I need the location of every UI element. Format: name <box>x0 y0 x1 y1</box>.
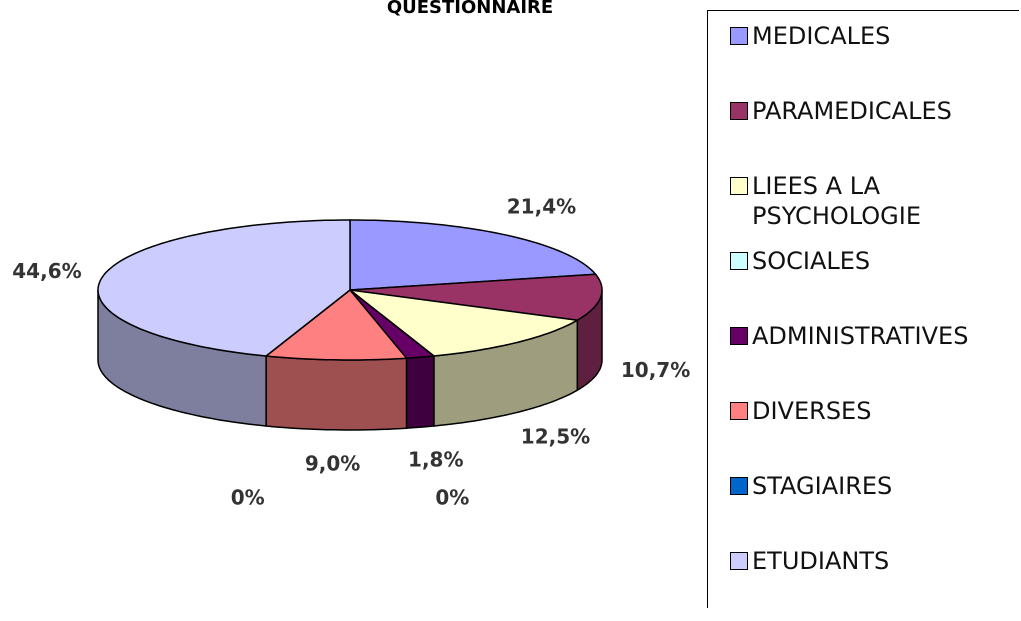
legend-label: DIVERSES <box>752 397 872 425</box>
data-label: 9,0% <box>305 451 360 475</box>
legend-item: MEDICALES <box>730 21 1019 96</box>
slice <box>349 273 603 321</box>
slice <box>349 289 436 359</box>
chart-title: QUESTIONNAIRE <box>387 0 553 18</box>
legend-swatch <box>730 102 748 120</box>
legend-label: MEDICALES <box>752 22 891 50</box>
legend: MEDICALES PARAMEDICALES LIEES A LA PSYCHOL… <box>707 10 1019 608</box>
legend-label: SOCIALES <box>752 247 871 275</box>
legend-item: STAGIAIRES <box>730 471 1019 546</box>
legend-swatch <box>730 327 748 345</box>
legend-swatch <box>730 177 748 195</box>
legend-swatch <box>730 27 748 45</box>
legend-item: PARAMEDICALES <box>730 96 1019 171</box>
legend-item: ETUDIANTS <box>730 546 1019 621</box>
slice <box>349 219 598 291</box>
legend-item: DIVERSES <box>730 396 1019 471</box>
legend-item: LIEES A LA PSYCHOLOGIE <box>730 171 1019 246</box>
data-label: 10,7% <box>621 358 690 382</box>
data-label: 12,5% <box>521 425 590 449</box>
slice <box>347 288 580 357</box>
data-label: 21,4% <box>507 194 576 218</box>
legend-swatch <box>730 402 748 420</box>
legend-label: LIEES A LA PSYCHOLOGIE <box>752 172 921 230</box>
legend-swatch <box>730 252 748 270</box>
slice-side <box>265 355 408 431</box>
slice <box>97 219 351 357</box>
legend-label: PARAMEDICALES <box>752 97 952 125</box>
data-label: 1,8% <box>408 447 463 471</box>
legend-label: ETUDIANTS <box>752 547 890 575</box>
legend-label: ADMINISTRATIVES <box>752 322 969 350</box>
legend-label: STAGIAIRES <box>752 472 893 500</box>
legend-item: SOCIALES <box>730 246 1019 321</box>
page: QUESTIONNAIRE 21,4% 10,7% 12,5% 0% 1,8% 9,0% 0… <box>12 0 1019 608</box>
data-label: 44,6% <box>12 259 81 283</box>
data-label: 0% <box>435 486 469 510</box>
chart: QUESTIONNAIRE 21,4% 10,7% 12,5% 0% 1,8% 9,0% 0… <box>12 0 690 510</box>
legend-item: ADMINISTRATIVES <box>730 321 1019 396</box>
legend-swatch <box>730 477 748 495</box>
slice-side <box>405 355 435 430</box>
legend-swatch <box>730 552 748 570</box>
slice <box>264 288 409 361</box>
data-label: 0% <box>231 486 265 510</box>
